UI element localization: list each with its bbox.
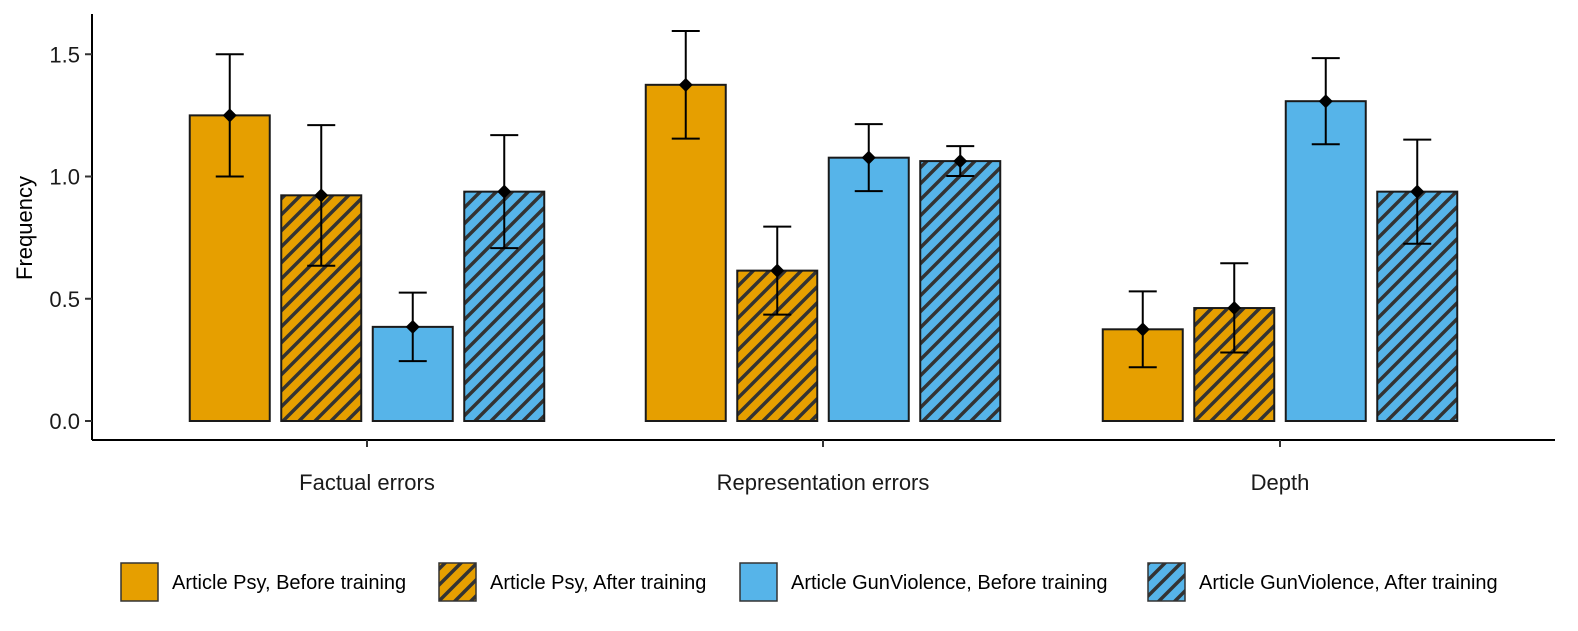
mean-point-depth-article-gunviolence-after-training bbox=[1410, 184, 1425, 199]
mean-point-factual-errors-article-psy-after-training bbox=[314, 188, 329, 203]
legend-key-hatch-article-gunviolence-after-training bbox=[1148, 563, 1185, 601]
y-tick-label-0: 0.0 bbox=[49, 409, 80, 434]
legend-key-outline-article-gunviolence-before-training bbox=[739, 562, 778, 602]
legend-label-article-psy-before-training: Article Psy, Before training bbox=[172, 572, 406, 594]
x-tick-label-representation-errors: Representation errors bbox=[717, 470, 930, 495]
mean-point-representation-errors-article-psy-before-training bbox=[678, 77, 693, 92]
legend-key-outline-article-gunviolence-after-training bbox=[1147, 562, 1186, 602]
plot-area bbox=[188, 30, 1459, 422]
mean-point-depth-article-psy-after-training bbox=[1227, 301, 1242, 316]
mean-point-factual-errors-article-gunviolence-before-training bbox=[405, 319, 420, 334]
legend-key-hatch-article-psy-after-training bbox=[439, 563, 476, 601]
bar-depth-article-gunviolence-before-training bbox=[1285, 101, 1366, 421]
x-axis: Factual errors Representation errors Depth bbox=[92, 439, 1555, 495]
bar-representation-errors-article-psy-before-training bbox=[645, 84, 726, 421]
y-tick-label-2: 1.0 bbox=[49, 165, 80, 190]
bar-hatch-representation-errors-article-gunviolence-after-training bbox=[920, 161, 1001, 421]
legend-key-outline-article-psy-after-training bbox=[438, 562, 477, 602]
bars-layer bbox=[188, 83, 1459, 422]
bar-representation-errors-article-gunviolence-before-training bbox=[828, 157, 909, 421]
mean-point-factual-errors-article-gunviolence-after-training bbox=[497, 184, 512, 199]
x-tick-label-depth: Depth bbox=[1251, 470, 1310, 495]
legend-item-article-gunviolence-before-training: Article GunViolence, Before training bbox=[739, 562, 1107, 602]
mean-points-layer bbox=[222, 77, 1425, 337]
mean-point-representation-errors-article-psy-after-training bbox=[770, 263, 785, 278]
legend-item-article-gunviolence-after-training: Article GunViolence, After training bbox=[1147, 562, 1498, 602]
legend-key-article-psy-before-training bbox=[121, 563, 158, 601]
mean-point-depth-article-psy-before-training bbox=[1135, 322, 1150, 337]
y-tick-label-3: 1.5 bbox=[49, 42, 80, 67]
legend-item-article-psy-after-training: Article Psy, After training bbox=[438, 562, 706, 602]
error-bars-layer bbox=[215, 30, 1432, 369]
mean-point-depth-article-gunviolence-before-training bbox=[1318, 94, 1333, 109]
legend-label-article-psy-after-training: Article Psy, After training bbox=[490, 572, 706, 594]
mean-point-representation-errors-article-gunviolence-after-training bbox=[953, 154, 968, 169]
y-axis: 0.0 0.5 1.0 1.5 bbox=[49, 14, 93, 440]
legend: Article Psy, Before training Article Psy,… bbox=[120, 562, 1498, 602]
x-tick-label-factual-errors: Factual errors bbox=[299, 470, 435, 495]
legend-label-article-gunviolence-after-training: Article GunViolence, After training bbox=[1199, 572, 1498, 594]
legend-item-article-psy-before-training: Article Psy, Before training bbox=[120, 562, 406, 602]
y-axis-title: Frequency bbox=[12, 176, 37, 280]
legend-key-outline-article-psy-before-training bbox=[120, 562, 159, 602]
mean-point-factual-errors-article-psy-before-training bbox=[222, 108, 237, 123]
legend-label-article-gunviolence-before-training: Article GunViolence, Before training bbox=[791, 572, 1107, 594]
legend-key-article-gunviolence-before-training bbox=[740, 563, 777, 601]
y-tick-label-1: 0.5 bbox=[49, 287, 80, 312]
mean-point-representation-errors-article-gunviolence-before-training bbox=[861, 150, 876, 165]
